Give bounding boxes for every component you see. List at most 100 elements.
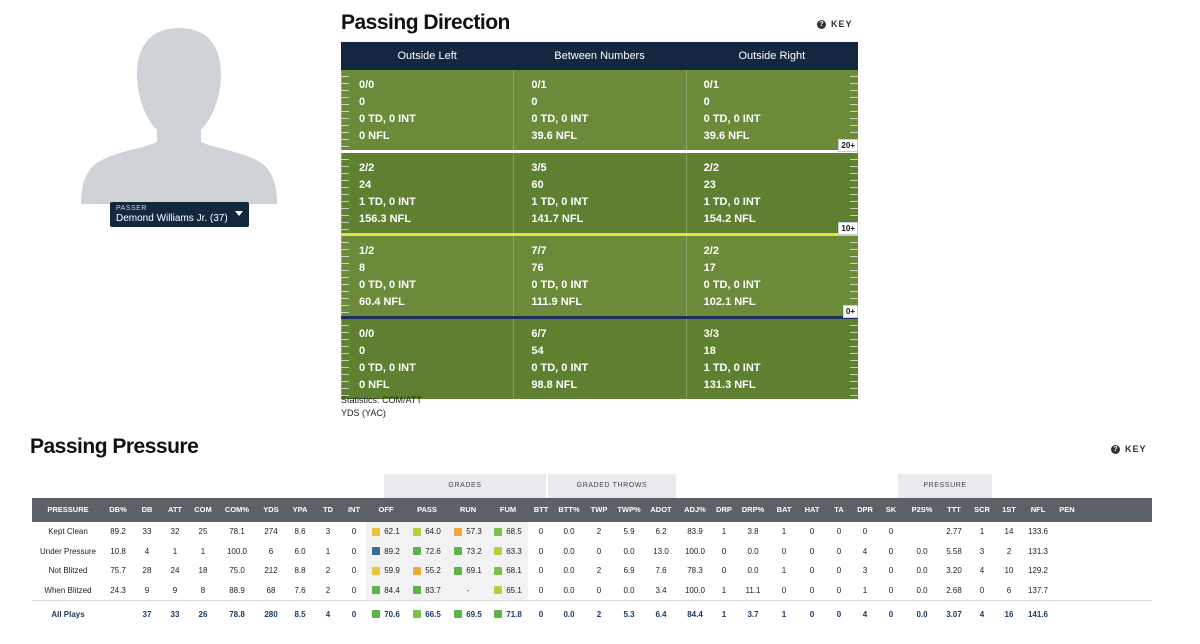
- passer-dropdown[interactable]: PASSER Demond Williams Jr. (37): [110, 202, 249, 227]
- table-cell: 26: [198, 610, 208, 619]
- table-cell: 3: [325, 527, 331, 536]
- zone-stat: 18: [703, 345, 716, 357]
- column-between-numbers: Between Numbers: [554, 50, 645, 62]
- zone-cell[interactable]: 3/3 18 1 TD, 0 INT 131.3 NFL: [685, 319, 858, 399]
- hash-marks-left: [341, 153, 349, 233]
- table-cell: 1: [325, 546, 331, 556]
- column-header[interactable]: TWP: [590, 505, 608, 514]
- column-header[interactable]: INT: [347, 505, 361, 514]
- table-cell: 0: [809, 585, 815, 595]
- field-notes: Statistics: COM/ATT YDS (YAC): [341, 394, 422, 420]
- table-cell: 0.0: [747, 566, 759, 575]
- table-cell: 100.0: [226, 546, 248, 556]
- pressure-key-button[interactable]: ? KEY: [1111, 444, 1147, 454]
- column-header[interactable]: BAT: [776, 505, 792, 514]
- table-cell: 0: [888, 610, 894, 619]
- column-header[interactable]: ATT: [167, 505, 183, 514]
- table-cell: 4: [862, 546, 868, 556]
- column-header[interactable]: DRP%: [741, 505, 765, 514]
- column-header[interactable]: BTT: [533, 505, 549, 514]
- help-icon: ?: [817, 19, 826, 29]
- grade-cell: 84.4: [366, 580, 406, 600]
- direction-key-button[interactable]: ? KEY: [817, 19, 853, 29]
- column-header[interactable]: 1ST: [1002, 505, 1016, 514]
- table-cell: 1: [721, 585, 727, 595]
- table-cell: 0: [836, 610, 842, 619]
- column-header[interactable]: TD: [323, 505, 333, 514]
- row-label[interactable]: All Plays: [51, 610, 85, 619]
- zone-cell[interactable]: 0/0 0 0 TD, 0 INT 0 NFL: [341, 319, 513, 399]
- zone-cell[interactable]: 2/2 17 0 TD, 0 INT 102.1 NFL: [685, 236, 858, 316]
- column-header[interactable]: BTT%: [558, 505, 580, 514]
- grade-cell: 66.5: [406, 601, 448, 627]
- table-cell: 2.77: [946, 527, 962, 536]
- column-header[interactable]: FUM: [499, 505, 517, 514]
- column-header[interactable]: TTT: [947, 505, 961, 514]
- table-cell: 13.0: [653, 546, 669, 556]
- grade-cell: 63.3: [488, 541, 528, 561]
- passing-pressure-title: Passing Pressure: [30, 435, 199, 458]
- grade-value: 72.6: [425, 546, 441, 556]
- zone-stat: 0: [703, 96, 710, 108]
- column-header[interactable]: RUN: [459, 505, 477, 514]
- column-header[interactable]: ADJ%: [684, 505, 706, 514]
- table-cell: 78.1: [229, 527, 245, 536]
- table-row: Not Blitzed 75.7 28 24 18 75.0 212 8.8 2 0 59.9 55.…: [32, 561, 1152, 581]
- grade-cell: 83.7: [406, 580, 448, 600]
- zone-stat: 60: [531, 179, 544, 191]
- column-header[interactable]: YPA: [292, 505, 308, 514]
- zone-stat: 39.6 NFL: [703, 130, 750, 142]
- zone-stat: 98.8 NFL: [531, 379, 578, 391]
- table-cell: 0: [781, 585, 787, 595]
- table-cell: 0.0: [563, 610, 575, 619]
- grade-swatch: [454, 566, 463, 575]
- table-cell: 5.3: [623, 610, 635, 619]
- column-header[interactable]: COM%: [224, 505, 250, 514]
- table-cell: 37: [142, 610, 152, 619]
- grade-swatch: [413, 547, 422, 556]
- column-header[interactable]: OFF: [378, 505, 394, 514]
- grade-swatch: [372, 610, 381, 618]
- zone-cell[interactable]: 6/7 54 0 TD, 0 INT 98.8 NFL: [513, 319, 685, 399]
- grade-value: 63.3: [506, 546, 522, 556]
- grade-cell: 59.9: [366, 561, 406, 581]
- zone-stat: 1 TD, 0 INT: [703, 362, 761, 374]
- column-header[interactable]: COM: [194, 505, 212, 514]
- table-cell: 0.0: [916, 585, 928, 595]
- yard-marker: 20+: [838, 139, 858, 152]
- zone-cell[interactable]: 1/2 8 0 TD, 0 INT 60.4 NFL: [341, 236, 513, 316]
- column-header[interactable]: HAT: [804, 505, 820, 514]
- column-header[interactable]: P2S%: [911, 505, 933, 514]
- column-header[interactable]: ADOT: [650, 505, 672, 514]
- zone-cell[interactable]: 0/1 0 0 TD, 0 INT 39.6 NFL: [513, 70, 685, 150]
- table-cell: 0: [721, 546, 727, 556]
- zone-cell[interactable]: 0/1 0 0 TD, 0 INT 39.6 NFL: [685, 70, 858, 150]
- table-cell: 0.0: [563, 566, 575, 575]
- column-header[interactable]: DRP: [716, 505, 732, 514]
- grade-value: 59.9: [384, 566, 400, 575]
- column-header[interactable]: DB%: [109, 505, 127, 514]
- column-header[interactable]: NFL: [1030, 505, 1046, 514]
- zone-cell[interactable]: 2/2 24 1 TD, 0 INT 156.3 NFL: [341, 153, 513, 233]
- column-header[interactable]: PASS: [417, 505, 437, 514]
- zone-cell[interactable]: 2/2 23 1 TD, 0 INT 154.2 NFL: [685, 153, 858, 233]
- column-header[interactable]: TA: [834, 505, 844, 514]
- column-header[interactable]: SK: [885, 505, 897, 514]
- table-cell: 141.6: [1027, 610, 1049, 619]
- table-cell: 0: [721, 566, 727, 575]
- zone-cell[interactable]: 7/7 76 0 TD, 0 INT 111.9 NFL: [513, 236, 685, 316]
- zone-cell[interactable]: 0/0 0 0 TD, 0 INT 0 NFL: [341, 70, 513, 150]
- column-header[interactable]: TWP%: [617, 505, 641, 514]
- column-header[interactable]: PEN: [1059, 505, 1075, 514]
- column-header[interactable]: DB: [141, 505, 153, 514]
- zone-stat: 0/1: [531, 79, 547, 91]
- table-cell: 100.0: [684, 585, 706, 595]
- zone-cell[interactable]: 3/5 60 1 TD, 0 INT 141.7 NFL: [513, 153, 685, 233]
- column-header[interactable]: DPR: [857, 505, 873, 514]
- column-header[interactable]: SCR: [974, 505, 990, 514]
- column-header[interactable]: PRESSURE: [47, 505, 89, 514]
- column-header[interactable]: YDS: [263, 505, 279, 514]
- table-cell: 8.5: [294, 610, 306, 619]
- field-zones: 0/0 0 0 TD, 0 INT 0 NFL 0/1 0 0 TD, 0 INT 39.6 …: [341, 70, 858, 399]
- table-cell: 78.3: [687, 566, 703, 575]
